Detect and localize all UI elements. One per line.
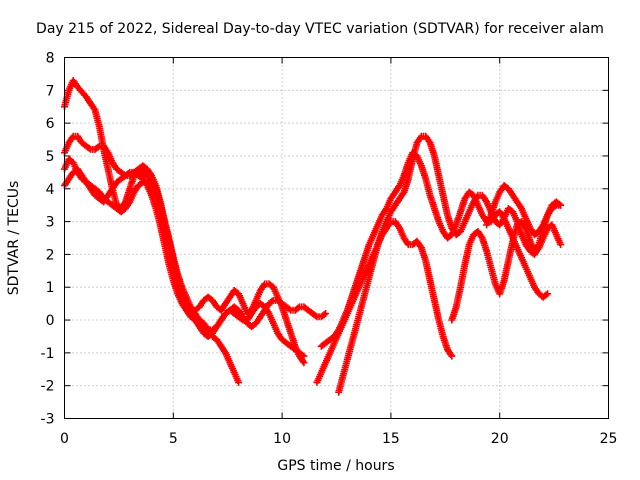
x-tick-label: 5 xyxy=(169,431,178,447)
gridlines xyxy=(64,57,609,419)
y-tick-label: 2 xyxy=(46,247,55,263)
y-tick-label: -2 xyxy=(41,379,55,395)
x-tick-label: 0 xyxy=(60,431,69,447)
x-tick-label: 10 xyxy=(273,431,291,447)
series-satellite-track-9 xyxy=(483,182,565,239)
y-tick-label: -3 xyxy=(41,412,55,428)
x-tick-label: 25 xyxy=(600,431,618,447)
y-tick-label: 0 xyxy=(46,313,55,329)
point-marks xyxy=(61,155,308,360)
series-satellite-track-2 xyxy=(61,132,308,367)
point-marks xyxy=(61,132,308,367)
series-satellite-track-6 xyxy=(335,132,565,396)
chart-title: Day 215 of 2022, Sidereal Day-to-day VTE… xyxy=(36,21,604,37)
point-marks xyxy=(61,77,243,386)
y-tick-label: 7 xyxy=(46,83,55,99)
series-satellite-track-3 xyxy=(61,155,308,360)
x-tick-label: 20 xyxy=(491,431,509,447)
point-marks xyxy=(483,182,565,239)
y-tick-label: 8 xyxy=(46,51,55,67)
series-satellite-track-1 xyxy=(61,77,243,386)
x-axis-label: GPS time / hours xyxy=(277,458,394,474)
plot-frame xyxy=(64,57,609,419)
y-tick-label: 3 xyxy=(46,215,55,231)
y-tick-label: 5 xyxy=(46,149,55,165)
x-tick-label: 15 xyxy=(382,431,400,447)
series-satellite-track-5 xyxy=(313,218,456,386)
y-tick-labels: -3 -2 -1 0 1 2 3 4 5 6 7 8 xyxy=(41,51,55,428)
y-tick-label: 4 xyxy=(46,182,55,198)
y-tick-label: 1 xyxy=(46,280,55,296)
y-tick-label: 6 xyxy=(46,116,55,132)
x-tick-labels: 0 5 10 15 20 25 xyxy=(60,431,617,447)
y-tick-label: -1 xyxy=(41,346,55,362)
point-marks xyxy=(335,132,565,396)
y-axis-label: SDTVAR / TECUs xyxy=(6,181,22,296)
point-marks xyxy=(313,218,456,386)
data-marks xyxy=(61,77,565,396)
